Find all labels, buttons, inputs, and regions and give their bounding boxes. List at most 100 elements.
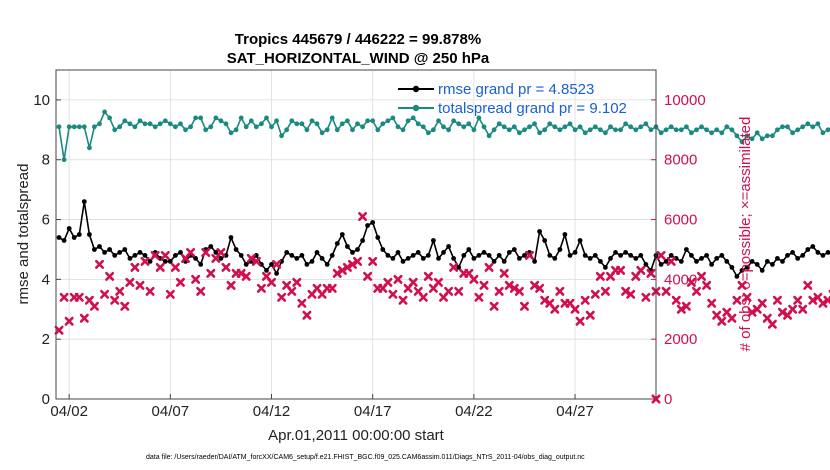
obs-count-marker	[494, 286, 504, 296]
rmse-point	[97, 244, 102, 249]
rmse-point	[699, 256, 704, 261]
totalspread-point	[785, 124, 790, 130]
obs-count-marker	[54, 325, 64, 335]
rmse-point	[127, 256, 133, 261]
obs-count-marker	[191, 274, 201, 284]
rmse-point	[592, 253, 598, 258]
series-layer	[54, 109, 830, 404]
totalspread-point	[522, 127, 527, 133]
obs-count-marker	[702, 280, 712, 290]
y-tick-label: 10	[33, 92, 50, 109]
obs-count-marker	[550, 304, 560, 314]
totalspread-point	[431, 127, 436, 133]
obs-count-marker	[616, 265, 626, 275]
rmse-point	[147, 259, 153, 264]
totalspread-point	[385, 118, 391, 124]
totalspread-point	[780, 124, 785, 130]
obs-count-marker	[59, 292, 69, 302]
rmse-point	[633, 256, 639, 261]
totalspread-point	[132, 124, 138, 130]
legend: rmse grand pr = 4.8523 totalspread grand…	[398, 81, 627, 117]
rmse-point	[173, 253, 178, 258]
totalspread-point	[471, 127, 477, 133]
totalspread-point	[173, 124, 178, 130]
totalspread-point	[491, 127, 497, 133]
rmse-point	[193, 256, 199, 261]
rmse-point	[425, 253, 431, 258]
rmse-point	[754, 262, 760, 267]
totalspread-point	[339, 121, 345, 127]
obs-count-marker	[145, 286, 155, 296]
totalspread-point	[532, 121, 537, 127]
rmse-point	[506, 250, 512, 255]
obs-count-marker	[100, 289, 110, 299]
totalspread-point	[739, 139, 745, 145]
totalspread-point	[673, 127, 679, 133]
obs-count-marker	[681, 301, 691, 311]
rmse-point	[562, 232, 568, 237]
rmse-point	[66, 226, 72, 231]
obs-count-marker	[246, 253, 256, 263]
rmse-point	[810, 244, 816, 249]
totalspread-point	[587, 127, 593, 133]
obs-count-marker	[251, 256, 261, 266]
rmse-point	[420, 256, 426, 261]
obs-count-marker	[287, 286, 297, 296]
totalspread-point	[56, 124, 62, 130]
y-tick-label: 6	[42, 212, 50, 229]
totalspread-point	[264, 115, 269, 121]
obs-count-marker	[115, 286, 125, 296]
totalspread-point	[107, 115, 112, 121]
rmse-point	[643, 262, 649, 267]
rmse-point	[238, 253, 244, 258]
totalspread-point	[486, 133, 492, 139]
rmse-point	[587, 256, 593, 261]
totalspread-point	[795, 127, 801, 133]
rmse-point	[360, 238, 365, 243]
obs-count-marker	[433, 277, 443, 287]
rmse-point	[532, 259, 537, 264]
totalspread-point	[623, 121, 628, 127]
rmse-point	[557, 247, 563, 252]
obs-count-marker	[600, 286, 610, 296]
x-tick-label: 04/27	[556, 403, 594, 420]
rmse-point	[334, 241, 340, 246]
totalspread-point	[213, 115, 219, 121]
obs-count-marker	[788, 304, 798, 314]
rmse-point	[623, 250, 628, 255]
totalspread-point	[436, 118, 441, 124]
obs-count-marker	[519, 301, 529, 311]
totalspread-point	[314, 121, 320, 127]
rmse-point	[511, 247, 517, 252]
rmse-point	[355, 247, 360, 252]
legend-spread-label: totalspread grand pr = 9.102	[438, 100, 627, 117]
rmse-point	[162, 259, 168, 264]
totalspread-point	[592, 124, 598, 130]
rmse-point	[471, 256, 477, 261]
rmse-point	[582, 253, 588, 258]
totalspread-point	[193, 115, 199, 121]
totalspread-point	[425, 130, 431, 136]
obs-count-marker	[555, 286, 565, 296]
obs-count-marker	[686, 277, 696, 287]
totalspread-point	[390, 115, 396, 121]
obs-count-marker	[140, 256, 150, 266]
obs-count-marker	[363, 271, 373, 281]
totalspread-point	[810, 124, 816, 130]
obs-count-marker	[74, 292, 84, 302]
totalspread-point	[360, 124, 365, 130]
totalspread-point	[668, 124, 674, 130]
totalspread-point	[506, 127, 512, 133]
totalspread-point	[628, 124, 634, 130]
obs-count-marker	[535, 283, 545, 293]
axis-layer: 0 2 4 6 8 10 0 2000 4000 6000 8000 10000 04/02 04/07 0…	[33, 92, 705, 420]
totalspread-point	[309, 118, 315, 124]
totalspread-point	[678, 127, 684, 133]
obs-count-marker	[423, 271, 433, 281]
rmse-point	[461, 253, 467, 258]
rmse-point	[81, 199, 87, 205]
obs-count-marker	[175, 277, 185, 287]
legend-rmse-label: rmse grand pr = 4.8523	[438, 81, 594, 98]
obs-count-marker	[590, 289, 600, 299]
